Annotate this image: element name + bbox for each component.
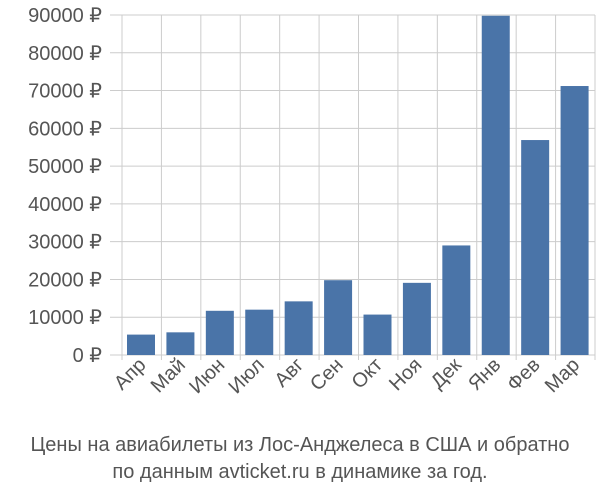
x-tick-label: Апр bbox=[110, 354, 151, 395]
y-tick-label: 0 ₽ bbox=[73, 345, 103, 367]
x-tick-label: Май bbox=[147, 354, 190, 397]
y-tick-label: 60000 ₽ bbox=[28, 118, 102, 140]
x-tick-label: Янв bbox=[464, 354, 505, 395]
bar-1 bbox=[127, 334, 155, 355]
x-tick-label: Мар bbox=[541, 354, 584, 397]
bar-6 bbox=[324, 280, 353, 355]
bar-5 bbox=[284, 301, 313, 355]
x-tick-label: Фев bbox=[503, 354, 545, 396]
x-tick-label: Дек bbox=[427, 354, 466, 393]
price-bar-chart: 0 ₽ 10000 ₽ 20000 ₽ 30000 ₽ 40000 ₽ 50000 ₽ 60… bbox=[28, 5, 596, 398]
gridlines bbox=[110, 14, 596, 360]
bar-10 bbox=[481, 15, 510, 356]
y-tick-label: 40000 ₽ bbox=[28, 194, 102, 216]
x-tick-label: Июл bbox=[225, 354, 269, 398]
y-tick-label: 70000 ₽ bbox=[28, 81, 102, 103]
x-tick-label: Сен bbox=[306, 354, 347, 395]
y-axis-tick-labels: 0 ₽ 10000 ₽ 20000 ₽ 30000 ₽ 40000 ₽ 50000 ₽ 60… bbox=[28, 5, 102, 367]
y-tick-label: 10000 ₽ bbox=[28, 307, 102, 329]
caption-line-1: Цены на авиабилеты из Лос-Анджелеса в СШ… bbox=[30, 434, 570, 456]
y-tick-label: 30000 ₽ bbox=[28, 232, 102, 254]
x-tick-label: Ноя bbox=[385, 354, 426, 395]
bar-11 bbox=[521, 140, 550, 355]
y-tick-label: 20000 ₽ bbox=[28, 269, 102, 291]
y-tick-label: 80000 ₽ bbox=[28, 43, 102, 65]
caption-line-2: по данным avticket.ru в динамике за год. bbox=[112, 461, 488, 483]
bar-7 bbox=[363, 314, 392, 355]
x-tick-label: Авг bbox=[271, 354, 309, 392]
bars bbox=[127, 15, 589, 356]
bar-2 bbox=[166, 332, 195, 355]
chart-caption: Цены на авиабилеты из Лос-Анджелеса в СШ… bbox=[0, 432, 600, 486]
x-tick-label: Июн bbox=[185, 354, 229, 398]
x-tick-label: Окт bbox=[348, 354, 387, 393]
bar-3 bbox=[205, 310, 234, 355]
bar-12 bbox=[560, 86, 589, 356]
bar-8 bbox=[402, 282, 431, 355]
bar-4 bbox=[245, 309, 274, 355]
y-tick-label: 50000 ₽ bbox=[28, 156, 102, 178]
y-tick-label: 90000 ₽ bbox=[28, 5, 102, 27]
bar-9 bbox=[442, 245, 471, 355]
